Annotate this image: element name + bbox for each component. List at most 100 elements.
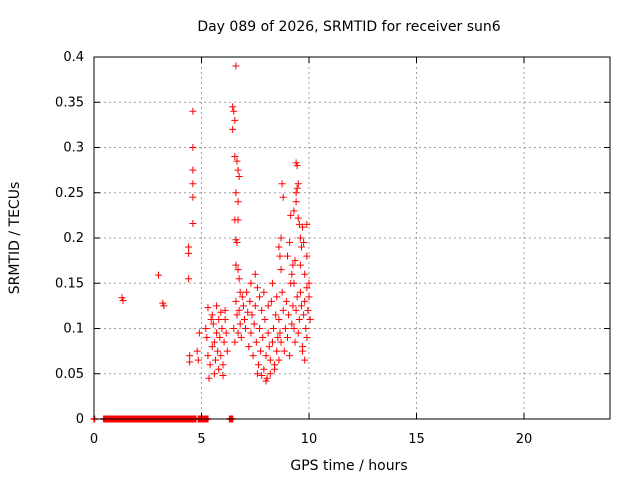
data-point <box>207 315 215 323</box>
data-point <box>262 377 270 385</box>
y-tick-label: 0.15 <box>55 276 84 291</box>
data-point <box>245 343 253 351</box>
data-point <box>306 315 314 323</box>
data-point <box>304 306 312 314</box>
data-point <box>278 180 286 188</box>
data-point <box>232 62 240 70</box>
data-point <box>254 361 262 369</box>
x-tick-label: 5 <box>197 432 205 447</box>
data-point <box>251 302 259 310</box>
data-point <box>221 315 229 323</box>
data-point <box>290 207 298 215</box>
data-point <box>274 334 282 342</box>
data-point <box>291 338 299 346</box>
data-point <box>305 279 313 287</box>
data-point <box>302 325 310 332</box>
data-point <box>289 261 297 269</box>
data-point <box>293 293 301 301</box>
data-point <box>119 296 127 304</box>
data-point <box>248 311 256 319</box>
data-point <box>284 334 291 342</box>
data-point <box>193 347 201 355</box>
data-point <box>286 352 294 360</box>
data-point <box>231 153 239 161</box>
data-point <box>232 189 240 197</box>
data-point <box>247 279 255 287</box>
data-point <box>236 288 244 296</box>
data-point <box>279 193 287 201</box>
data-point <box>299 223 307 231</box>
x-axis-label: GPS time / hours <box>290 458 407 474</box>
data-point <box>222 329 230 337</box>
data-point <box>204 304 212 312</box>
y-tick-label: 0.35 <box>55 95 84 110</box>
data-point <box>203 334 211 342</box>
data-point <box>268 338 276 346</box>
data-point <box>235 172 243 180</box>
data-point <box>256 325 264 332</box>
data-point <box>211 356 219 364</box>
data-point <box>221 306 229 314</box>
data-point <box>303 334 311 342</box>
data-point <box>275 243 283 251</box>
data-point <box>210 338 218 346</box>
data-point <box>301 297 309 305</box>
data-point <box>268 279 276 287</box>
data-point <box>232 261 240 269</box>
data-point <box>296 288 304 296</box>
data-point <box>195 329 203 337</box>
data-point <box>297 302 305 310</box>
data-point <box>241 315 248 323</box>
data-point <box>253 284 261 292</box>
data-point <box>272 311 280 319</box>
data-point <box>257 347 265 355</box>
data-point <box>259 334 267 342</box>
data-point <box>264 329 272 337</box>
data-point <box>213 329 221 337</box>
data-point <box>189 107 197 115</box>
data-point <box>229 103 237 111</box>
data-point <box>208 311 216 319</box>
data-point <box>186 358 194 366</box>
data-point <box>217 352 225 360</box>
data-point <box>186 352 194 360</box>
data-point <box>290 325 298 332</box>
data-point <box>238 293 246 301</box>
y-tick-label: 0.2 <box>63 231 84 246</box>
data-point <box>218 325 226 332</box>
data-point <box>233 239 241 247</box>
data-point <box>229 125 237 133</box>
data-point <box>194 356 202 364</box>
data-point <box>242 325 250 332</box>
data-point <box>252 338 260 346</box>
data-point <box>277 338 285 346</box>
data-point <box>215 365 223 373</box>
data-point <box>185 275 193 283</box>
data-point <box>303 220 311 228</box>
data-point <box>231 338 239 346</box>
data-point <box>213 302 221 310</box>
data-point <box>280 347 288 355</box>
data-point <box>234 266 242 274</box>
data-point <box>293 184 301 192</box>
data-point <box>281 325 289 332</box>
data-point <box>303 284 311 292</box>
data-point <box>233 311 241 319</box>
data-point <box>239 302 247 310</box>
data-point <box>300 311 308 319</box>
data-point <box>205 374 213 382</box>
x-tick-label: 0 <box>90 432 98 447</box>
data-point <box>244 308 252 316</box>
data-point <box>294 214 302 222</box>
data-point <box>276 329 284 337</box>
data-point <box>233 157 241 165</box>
data-point <box>260 365 268 373</box>
data-point <box>292 306 300 314</box>
data-point <box>214 347 222 355</box>
data-point <box>258 306 266 314</box>
data-point <box>300 239 308 247</box>
data-point <box>303 252 311 260</box>
data-point <box>251 270 259 278</box>
